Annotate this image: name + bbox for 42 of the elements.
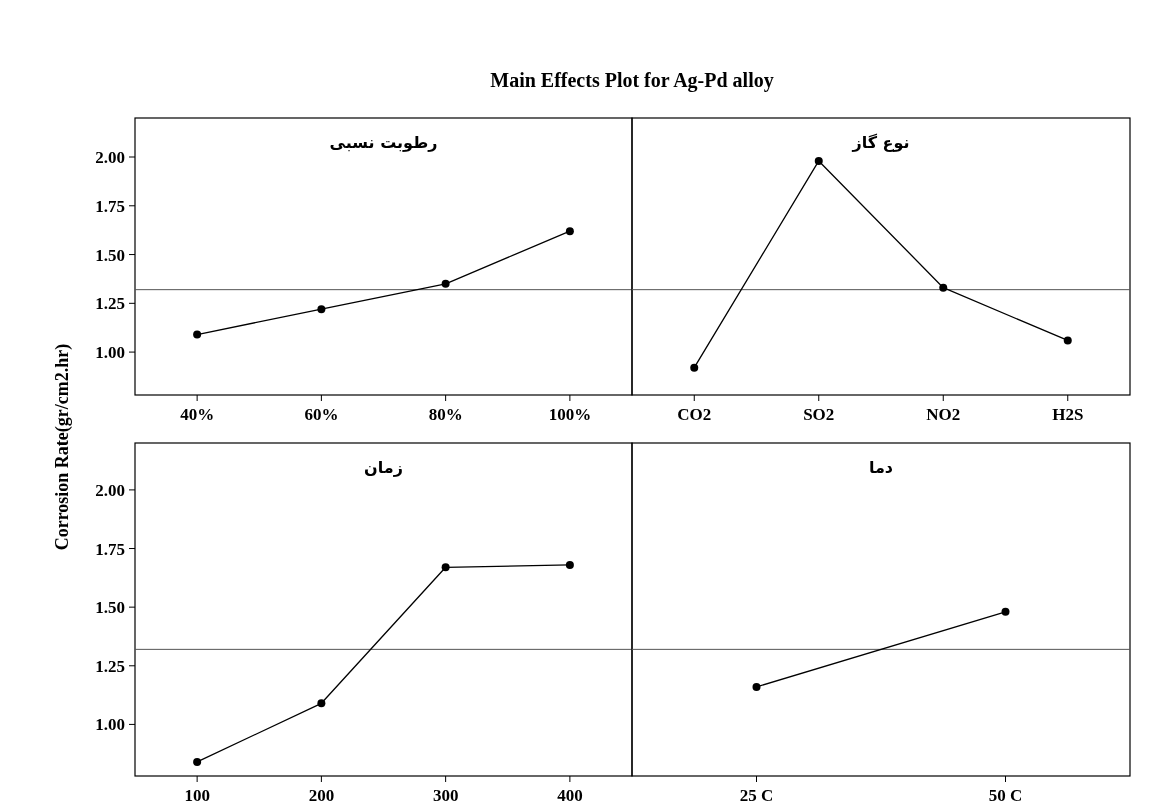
y-axis-title: Corrosion Rate(gr/cm2.hr)	[52, 343, 73, 551]
y-tick-label: 1.00	[95, 715, 125, 735]
text: نوع گاز	[851, 133, 910, 152]
point	[441, 279, 450, 288]
point	[690, 363, 699, 372]
y-tick-label: 2.00	[95, 148, 125, 168]
point	[317, 305, 326, 314]
y-tick-label: 1.25	[95, 294, 125, 314]
x-tick-label: 50 C	[988, 786, 1023, 805]
y-tick-label: 1.50	[95, 598, 125, 618]
text: رطوبت نسبی	[329, 133, 438, 152]
y-tick-label: 2.00	[95, 480, 125, 500]
point	[565, 227, 574, 236]
point	[193, 757, 202, 766]
point	[1063, 336, 1072, 345]
point	[317, 699, 326, 708]
x-tick-label: 80%	[428, 405, 463, 424]
text: دما	[868, 458, 894, 477]
y-tick-label: 1.25	[95, 656, 125, 676]
x-tick-label: 100%	[548, 405, 592, 424]
x-tick-label: 400	[557, 786, 583, 805]
y-tick-label: 1.00	[95, 343, 125, 363]
y-tick-label: 1.75	[95, 539, 125, 559]
point	[441, 563, 450, 572]
point	[193, 330, 202, 339]
x-tick-label: 200	[308, 786, 335, 805]
point	[565, 560, 574, 569]
text: Main Effects Plot for Ag-Pd alloy	[490, 69, 774, 92]
x-tick-label: 100	[184, 786, 210, 805]
x-tick-label: NO2	[926, 405, 961, 424]
x-tick-label: 40%	[180, 405, 215, 424]
x-tick-label: CO2	[677, 405, 712, 424]
point	[939, 283, 948, 292]
y-tick-label: 1.75	[95, 196, 125, 216]
x-tick-label: 25 C	[739, 786, 774, 805]
x-tick-label: 300	[432, 786, 459, 805]
y-tick-label: 1.50	[95, 245, 125, 265]
x-tick-label: 60%	[304, 405, 339, 424]
x-tick-label: H2S	[1052, 405, 1084, 424]
point	[814, 156, 823, 165]
text: زمان	[364, 458, 403, 477]
x-tick-label: SO2	[803, 405, 835, 424]
